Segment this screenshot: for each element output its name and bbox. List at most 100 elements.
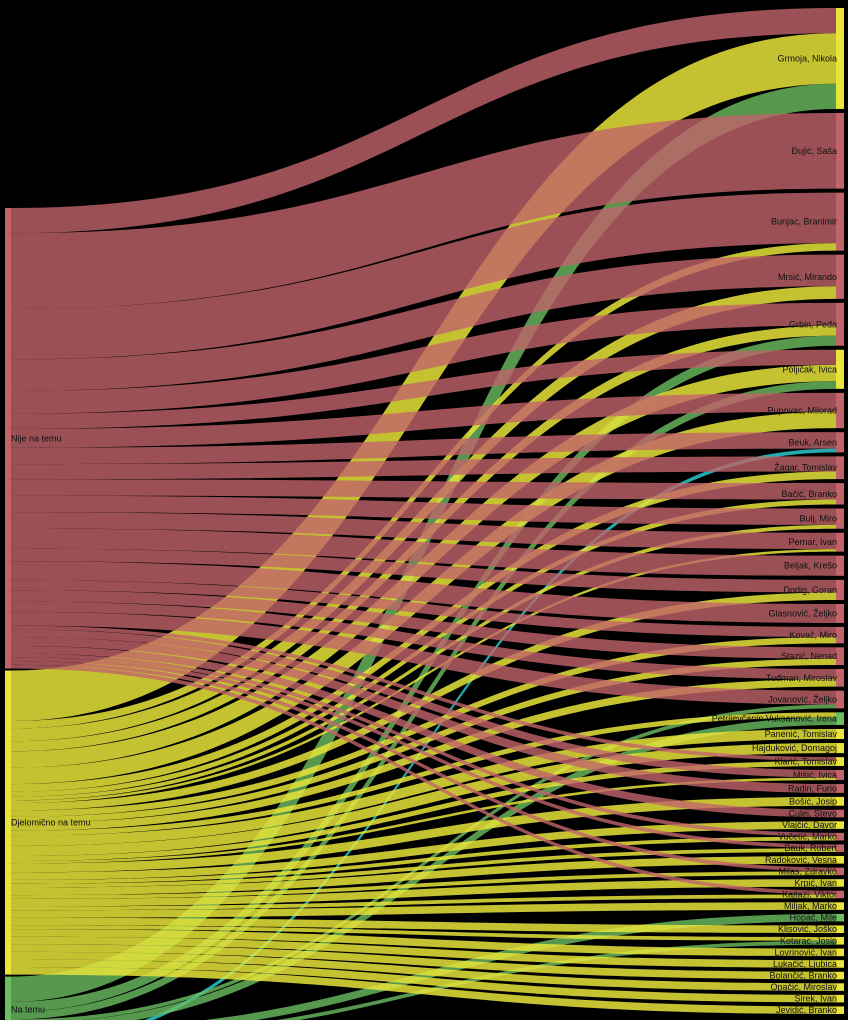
- link-na-to-target-37: [276, 940, 836, 1020]
- link-djelomicno-to-target-27: [11, 821, 836, 880]
- target-node-11: [836, 532, 844, 552]
- target-node-17: [836, 669, 844, 687]
- target-node-0: [836, 8, 844, 109]
- target-label-21: Hajduković, Domagoj: [752, 743, 837, 753]
- link-nije-to-target-0: [11, 8, 836, 234]
- target-label-43: Jevidić, Branko: [776, 1005, 837, 1015]
- target-label-13: Dodig, Goran: [783, 585, 837, 595]
- target-node-20: [836, 728, 844, 740]
- target-label-42: Sirek, Ivan: [794, 994, 837, 1004]
- target-node-37: [836, 937, 844, 945]
- target-label-17: Tuđman, Miroslav: [766, 673, 838, 683]
- target-label-33: Kajtazi, Viktor: [782, 890, 837, 900]
- target-node-13: [836, 579, 844, 601]
- link-nije-to-target-1: [11, 112, 836, 309]
- target-node-7: [836, 432, 844, 453]
- link-djelomicno-to-target-43: [11, 967, 836, 1014]
- target-label-40: Bolančić, Branko: [769, 971, 837, 981]
- target-label-34: Miljak, Marko: [784, 901, 837, 911]
- link-nije-to-target-11: [11, 512, 836, 550]
- link-djelomicno-to-target-40: [11, 944, 836, 980]
- link-nije-to-target-18: [11, 611, 836, 705]
- source-nodes: [5, 208, 11, 1020]
- link-nije-to-target-29: [11, 657, 836, 849]
- target-node-8: [836, 456, 844, 480]
- target-node-39: [836, 960, 844, 968]
- target-node-10: [836, 508, 844, 529]
- link-nije-to-target-26: [11, 645, 836, 818]
- target-node-5: [836, 349, 844, 389]
- link-nije-to-target-4: [11, 302, 836, 414]
- link-nije-to-target-6: [11, 392, 836, 448]
- target-label-16: Stazić, Nenad: [781, 651, 837, 661]
- target-node-28: [836, 832, 844, 841]
- link-djelomicno-to-target-29: [11, 848, 836, 888]
- target-label-19: Petrijevčanin Vuksanović, Irena: [712, 714, 837, 724]
- target-label-30: Radoković, Vesna: [765, 855, 837, 865]
- link-djelomicno-to-target-37: [11, 925, 836, 941]
- target-node-1: [836, 112, 844, 189]
- link-nije-to-target-13: [11, 548, 836, 593]
- target-node-42: [836, 994, 844, 1003]
- source-node-djelomicno: [5, 670, 11, 975]
- target-label-27: Vlajčić, Davor: [782, 820, 837, 830]
- link-djelomicno-to-target-33: [11, 894, 836, 911]
- target-node-23: [836, 769, 844, 781]
- target-label-0: Grmoja, Nikola: [777, 53, 837, 63]
- target-label-12: Beljak, Krešo: [784, 561, 837, 571]
- target-label-11: Pernar, Ivan: [788, 537, 837, 547]
- target-label-26: Culej, Stevo: [788, 809, 837, 819]
- target-label-31: Milas, Zdravko: [778, 866, 837, 876]
- target-label-15: Kovač, Miro: [789, 630, 837, 640]
- target-label-10: Bulj, Miro: [799, 514, 837, 524]
- target-node-19: [836, 712, 844, 725]
- target-label-1: Đujić, Saša: [791, 146, 837, 156]
- target-node-33: [836, 890, 844, 899]
- target-node-14: [836, 604, 844, 623]
- target-label-36: Klisović, Joško: [778, 924, 837, 934]
- link-na-to-target-35: [205, 913, 836, 1020]
- link-djelomicno-to-target-30: [11, 856, 836, 896]
- target-label-38: Lovrinović, Ivan: [774, 947, 837, 957]
- target-node-6: [836, 392, 844, 429]
- link-nije-to-target-3: [11, 254, 836, 391]
- target-node-18: [836, 690, 844, 709]
- target-node-31: [836, 867, 844, 876]
- link-na-to-target-18: [11, 704, 836, 1020]
- target-label-9: Bačić, Branko: [781, 489, 837, 499]
- link-nije-to-target-31: [11, 660, 836, 872]
- target-label-25: Bošić, Josip: [789, 796, 837, 806]
- target-node-29: [836, 844, 844, 853]
- target-label-2: Bunjac, Branimir: [771, 217, 837, 227]
- target-label-4: Grbin, Peđa: [789, 319, 837, 329]
- link-nije-to-target-22: [11, 625, 836, 761]
- link-djelomicno-to-target-11: [11, 549, 836, 804]
- target-nodes: [836, 8, 844, 1014]
- target-label-37: Kotarac, Josip: [780, 936, 837, 946]
- link-na-to-target-4: [11, 335, 836, 1012]
- target-label-24: Radin, Furio: [788, 783, 837, 793]
- target-label-41: Opačić, Miroslav: [770, 982, 837, 992]
- target-label-20: Panenić, Tomislav: [765, 729, 838, 739]
- target-node-35: [836, 913, 844, 922]
- link-nije-to-target-23: [11, 629, 836, 778]
- target-node-27: [836, 821, 844, 829]
- sankey-links: [11, 8, 836, 1020]
- link-nije-to-target-12: [11, 528, 836, 576]
- link-nije-to-target-2: [11, 192, 836, 360]
- target-node-9: [836, 483, 844, 505]
- source-node-na: [5, 976, 11, 1020]
- link-djelomicno-to-target-32: [11, 879, 836, 907]
- link-djelomicno-to-target-41: [11, 951, 836, 991]
- link-djelomicno-to-target-16: [11, 658, 836, 824]
- source-node-nije: [5, 208, 11, 669]
- link-djelomicno-to-target-23: [11, 777, 836, 864]
- target-node-43: [836, 1006, 844, 1014]
- link-djelomicno-to-target-39: [11, 936, 836, 968]
- link-nije-to-target-7: [11, 432, 836, 465]
- link-nije-to-target-15: [11, 580, 836, 638]
- source-label-djelomicno: Djelomično na temu: [11, 818, 91, 828]
- target-node-30: [836, 856, 844, 864]
- link-djelomicno-to-target-31: [11, 871, 836, 899]
